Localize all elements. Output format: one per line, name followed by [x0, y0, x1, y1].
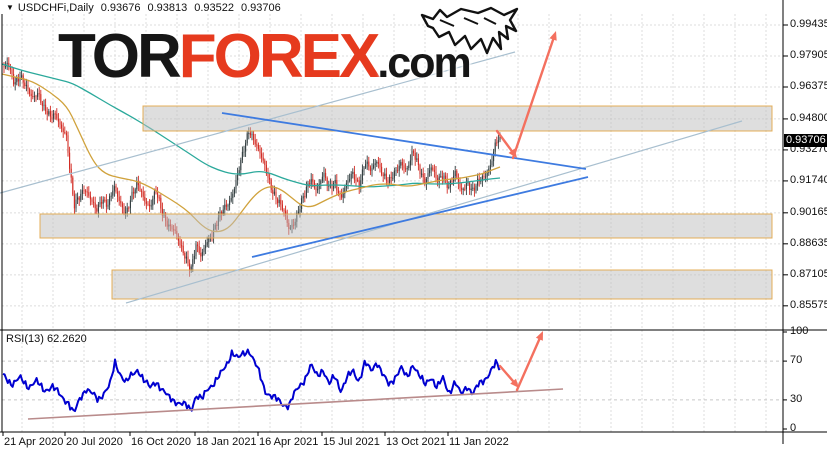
- torforex-logo: TORFOREX.com: [58, 22, 472, 92]
- channel-trendline[interactable]: [125, 120, 743, 304]
- date-axis-label: 20 Jul 2020: [66, 436, 123, 448]
- date-axis-label: 13 Oct 2021: [386, 436, 446, 448]
- symbol-period-label: USDCHFi,Daily: [17, 2, 94, 14]
- ohlc-close: 0.93706: [241, 2, 281, 14]
- price-axis-label: 0.96375: [790, 79, 827, 92]
- ma-fast-line: [1, 73, 501, 233]
- forecast-arrow-head[interactable]: [535, 331, 543, 341]
- bull-sketch-icon: [420, 6, 519, 55]
- logo-text-tor: TOR: [58, 22, 182, 91]
- zone-support-mid[interactable]: [39, 213, 773, 239]
- date-axis-label: 21 Apr 2020: [4, 436, 64, 448]
- date-axis-label: 15 Jul 2021: [323, 436, 380, 448]
- ohlc-open: 0.93676: [100, 2, 141, 14]
- forecast-arrow-head[interactable]: [510, 378, 519, 388]
- date-axis-label: 16 Oct 2020: [131, 436, 191, 448]
- price-axis-label: 0.90165: [790, 205, 827, 218]
- logo-text-forex: FOREX: [178, 22, 381, 91]
- rsi-axis-label: 70: [790, 354, 803, 367]
- price-axis-label: 0.99435: [790, 18, 827, 30]
- rsi-axis-label: 0: [790, 422, 797, 434]
- symbol-dropdown-icon[interactable]: ▼: [6, 3, 14, 12]
- price-axis[interactable]: 0.99435 0.97905 0.96375 0.94800 0.93270 0.917…: [783, 0, 827, 434]
- date-axis-label: 11 Jan 2022: [449, 436, 509, 448]
- rsi-line: [2, 348, 501, 413]
- date-axis-label: 16 Apr 2021: [259, 436, 319, 448]
- forecast-arrow[interactable]: [515, 335, 542, 392]
- forecast-arrow[interactable]: [495, 129, 515, 155]
- time-axis[interactable]: 21 Apr 2020 20 Jul 2020 16 Oct 2020 18 Jan …: [0, 433, 783, 455]
- channel-trendline[interactable]: [0, 51, 516, 194]
- price-axis-label: 0.88635: [790, 236, 827, 249]
- triangle-trendline[interactable]: [221, 112, 587, 170]
- current-price-badge: 0.93706: [784, 134, 827, 148]
- rsi-axis-label: 30: [790, 392, 803, 405]
- date-axis-label: 18 Jan 2021: [196, 436, 257, 448]
- price-axis-label: 0.91740: [790, 173, 827, 186]
- price-axis-label: 0.94800: [790, 111, 827, 124]
- forecast-arrow-head[interactable]: [549, 31, 557, 41]
- price-axis-label: 0.85575: [790, 298, 827, 311]
- price-axis-label: 0.87105: [790, 267, 827, 280]
- zone-resistance-upper[interactable]: [142, 105, 773, 132]
- logo-text-com: .com: [377, 39, 471, 87]
- ohlc-high: 0.93813: [147, 2, 188, 14]
- ohlc-low: 0.93522: [194, 2, 234, 14]
- rsi-axis-label: 100: [790, 325, 809, 337]
- zone-support-lower[interactable]: [111, 269, 773, 300]
- chart-header: ▼ USDCHFi,Daily 0.93676 0.93813 0.93522 0.937…: [6, 2, 281, 14]
- price-axis-label: 0.97905: [790, 48, 827, 61]
- forecast-arrow[interactable]: [498, 364, 517, 385]
- rsi-indicator-label: RSI(13) 62.2620: [6, 333, 87, 345]
- rsi-trendline[interactable]: [27, 388, 564, 420]
- triangle-trendline[interactable]: [251, 176, 589, 258]
- forecast-arrow[interactable]: [511, 35, 556, 160]
